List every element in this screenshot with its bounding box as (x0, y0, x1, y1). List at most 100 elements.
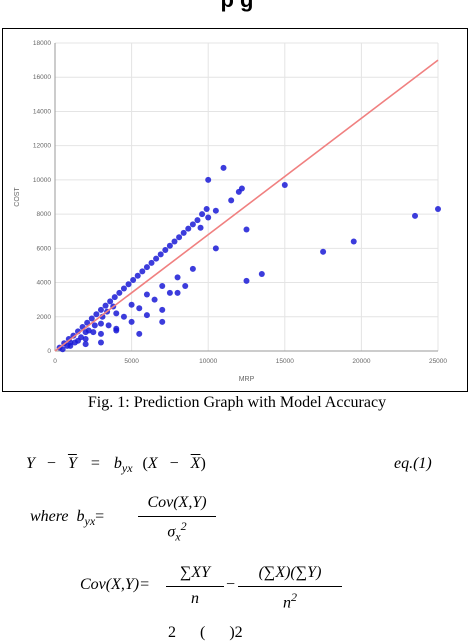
data-point (136, 305, 143, 312)
where-b: b (76, 508, 85, 525)
x-tick-label: 5000 (124, 358, 139, 365)
cov-num1: ∑XY (179, 564, 211, 581)
sigma-sub: x (175, 529, 181, 544)
eq1-b-sub: yx (121, 461, 133, 476)
figure-caption: Fig. 1: Prediction Graph with Model Accu… (87, 394, 387, 411)
data-point (197, 224, 204, 231)
y-tick-label: 12000 (33, 143, 51, 150)
data-point (412, 212, 419, 219)
data-point (139, 268, 146, 275)
equation-1: Y − Y = byx (X − X) (26, 455, 206, 476)
y-tick-label: 18000 (33, 40, 51, 47)
where-numerator: Cov(X,Y) (147, 494, 207, 511)
eq1-x: X (147, 455, 158, 472)
data-point (435, 205, 441, 212)
data-point (134, 272, 141, 279)
eq1-minus2: − (169, 455, 179, 472)
data-point (97, 306, 104, 313)
data-point (82, 341, 89, 348)
data-point (128, 318, 135, 325)
data-point (91, 322, 98, 329)
data-point (212, 207, 219, 214)
scatter-chart: 0 2000 4000 6000 8000 10000 12000 14000 16000 180… (2, 28, 468, 392)
data-point (281, 182, 288, 189)
data-point (97, 320, 104, 327)
data-point (199, 211, 206, 218)
data-point (88, 315, 95, 322)
x-tick-label: 10000 (199, 358, 217, 365)
data-point (64, 342, 71, 349)
data-point (162, 247, 169, 254)
equation-number: eq.(1) (394, 455, 432, 472)
data-point (111, 294, 118, 301)
data-point (174, 274, 181, 281)
data-point (189, 221, 196, 228)
data-point (85, 327, 92, 334)
data-point (166, 289, 173, 296)
eq1-xbar: X (190, 455, 201, 472)
y-tick-label: 4000 (37, 280, 52, 287)
data-point (97, 339, 104, 346)
data-point (59, 346, 66, 353)
data-point (143, 312, 150, 319)
data-point (128, 301, 135, 308)
data-point (238, 185, 245, 192)
where-prefix: where (30, 508, 69, 525)
data-point (194, 217, 201, 224)
data-point (153, 255, 160, 262)
data-point (90, 329, 97, 336)
data-point (176, 234, 183, 241)
data-point (212, 245, 219, 252)
data-point (157, 251, 164, 258)
data-point (97, 330, 104, 337)
data-point (205, 176, 212, 183)
data-point (93, 311, 100, 318)
where-fraction-bar (138, 516, 216, 517)
data-point (258, 271, 265, 277)
y-tick-label: 8000 (37, 211, 52, 218)
data-point (143, 264, 150, 271)
data-point (151, 296, 158, 303)
y-tick-label: 2000 (37, 314, 52, 321)
x-tick-label: 20000 (352, 358, 370, 365)
y-axis-label: COST (14, 187, 21, 207)
x-tick-label: 0 (53, 358, 57, 365)
cov-num2: (∑X)(∑Y) (258, 564, 322, 581)
data-point (120, 285, 127, 292)
sigma-sup: 2 (180, 519, 187, 533)
eq1-open: ( (142, 455, 148, 472)
data-point (180, 229, 187, 236)
data-point (125, 281, 132, 288)
y-tick-label: 10000 (33, 177, 51, 184)
data-point (107, 298, 114, 305)
data-point (189, 265, 196, 272)
y-tick-label: 16000 (33, 74, 51, 81)
data-point (243, 277, 250, 284)
data-point (205, 214, 212, 221)
eq1-close: ) (200, 455, 206, 472)
data-point (130, 276, 137, 283)
data-point (350, 238, 357, 245)
data-point (113, 327, 120, 334)
data-point (102, 302, 109, 309)
data-point (228, 197, 235, 204)
y-tick-label: 6000 (37, 245, 52, 252)
sigma: σ (167, 523, 176, 541)
data-point (320, 248, 327, 255)
data-point (185, 225, 192, 232)
data-point (84, 319, 91, 326)
eq1-b: b (113, 455, 122, 472)
data-point (71, 339, 78, 346)
cov-den1: n (191, 590, 199, 607)
data-point (171, 238, 178, 245)
data-point (203, 205, 210, 212)
data-point (182, 282, 189, 289)
eq1-y: Y (26, 455, 35, 472)
data-point (159, 318, 166, 325)
data-point (174, 289, 181, 296)
cov-fraction-bar-1 (166, 586, 224, 587)
eq1-minus: − (46, 455, 56, 472)
partial-equation: 2 ( )2 (168, 624, 243, 641)
data-point (166, 242, 173, 249)
where-b-sub: yx (84, 514, 96, 529)
